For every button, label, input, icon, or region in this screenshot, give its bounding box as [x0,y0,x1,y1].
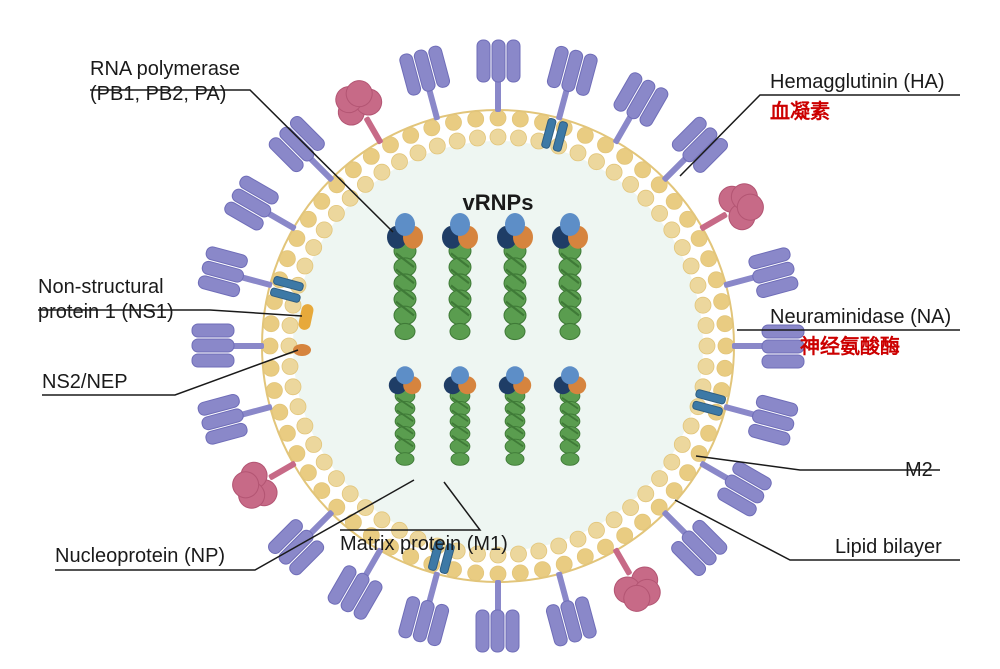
ha-spike [538,45,598,126]
ha-spike [398,45,458,126]
label-na-en: Neuraminidase (NA) [770,306,951,328]
ha-spike [477,40,520,112]
ha-spike [197,385,278,445]
label-ns1-l2: protein 1 (NS1) [38,301,174,323]
label-m2: M2 [905,459,933,481]
label-rna-polymerase-l1: RNA polymerase [90,58,240,80]
ns2-icon [293,344,311,356]
vrnp-title: vRNPs [463,190,534,215]
label-ha-en: Hemagglutinin (HA) [770,71,945,93]
label-na-zh: 神经氨酸酶 [800,334,900,358]
label-rna-polymerase-l2: (PB1, PB2, PA) [90,83,226,105]
label-np: Nucleoprotein (NP) [55,545,225,567]
ha-spike [476,580,519,652]
ha-spike [192,324,264,367]
label-ns2: NS2/NEP [42,371,128,393]
ha-spike [398,566,458,647]
ha-spike [197,246,278,306]
label-lipid: Lipid bilayer [835,536,942,558]
ha-spike [719,246,800,306]
label-m1: Matrix protein (M1) [340,533,508,555]
label-ns1-l1: Non-structural [38,276,164,298]
ha-spike [718,386,799,446]
virus-diagram: vRNPs RNA polymerase (PB1, PB2, PA) Non-… [0,0,1000,669]
ha-spike [732,325,804,368]
ha-spike [537,567,597,648]
label-ha-zh: 血凝素 [770,99,830,123]
